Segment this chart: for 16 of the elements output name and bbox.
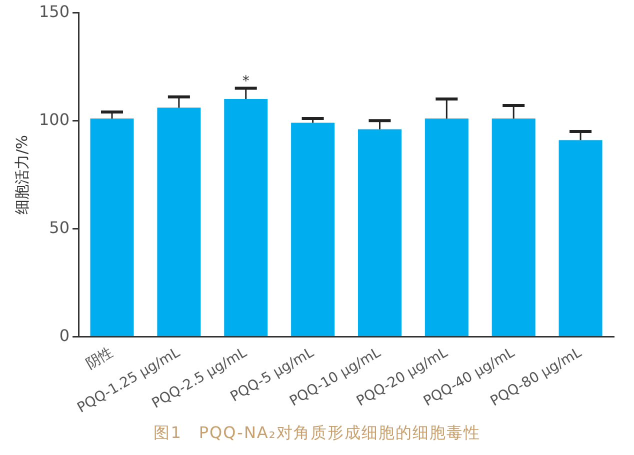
bar bbox=[224, 99, 268, 336]
y-tick-label: 50 bbox=[49, 218, 70, 237]
text: 图1 PQQ-NA₂对角质形成细胞的细胞毒性 bbox=[152, 423, 482, 444]
bar bbox=[291, 122, 335, 336]
y-tick-label: 0 bbox=[59, 326, 70, 345]
bar bbox=[558, 140, 602, 336]
y-tick-label: 100 bbox=[38, 110, 70, 129]
bar bbox=[492, 118, 536, 336]
y-tick-label: 150 bbox=[38, 2, 70, 21]
bar bbox=[424, 118, 468, 336]
bar bbox=[90, 118, 134, 336]
bar bbox=[358, 129, 402, 336]
bar bbox=[157, 108, 201, 336]
y-axis-title: 细胞活力/% bbox=[12, 134, 31, 214]
annotation: * bbox=[242, 73, 250, 90]
x-tick-label: 阴性 bbox=[84, 344, 116, 373]
